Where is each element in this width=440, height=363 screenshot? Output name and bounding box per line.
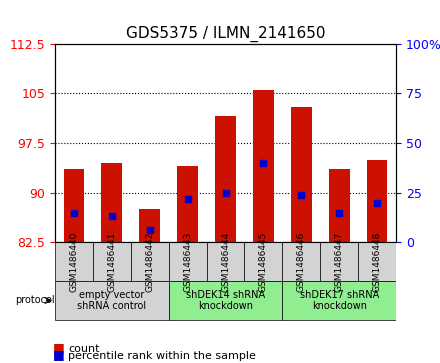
Bar (63, 170, 84, 242)
Text: GSM1486444: GSM1486444 (221, 232, 230, 292)
Text: ■: ■ (53, 348, 65, 361)
Bar (139, 209, 160, 242)
Text: GSM1486445: GSM1486445 (259, 232, 268, 292)
Text: GSM1486446: GSM1486446 (297, 232, 306, 292)
Bar (253, 90, 274, 242)
Bar (177, 166, 198, 242)
FancyBboxPatch shape (169, 281, 282, 320)
Title: GDS5375 / ILMN_2141650: GDS5375 / ILMN_2141650 (126, 26, 325, 42)
Bar (101, 163, 122, 242)
Text: GSM1486448: GSM1486448 (373, 232, 381, 292)
Bar (367, 159, 388, 242)
Text: GSM1486447: GSM1486447 (335, 232, 344, 292)
FancyBboxPatch shape (245, 242, 282, 281)
Text: GSM1486443: GSM1486443 (183, 232, 192, 292)
Text: GSM1486440: GSM1486440 (70, 232, 78, 292)
FancyBboxPatch shape (358, 242, 396, 281)
FancyBboxPatch shape (131, 242, 169, 281)
Text: count: count (68, 344, 100, 354)
Bar (329, 170, 350, 242)
Text: ■: ■ (53, 341, 65, 354)
FancyBboxPatch shape (282, 242, 320, 281)
FancyBboxPatch shape (282, 281, 396, 320)
Text: GSM1486442: GSM1486442 (145, 232, 154, 292)
Text: percentile rank within the sample: percentile rank within the sample (68, 351, 256, 361)
FancyBboxPatch shape (55, 281, 169, 320)
Bar (291, 106, 312, 242)
FancyBboxPatch shape (93, 242, 131, 281)
Text: shDEK14 shRNA
knockdown: shDEK14 shRNA knockdown (186, 290, 265, 311)
Text: protocol: protocol (15, 295, 55, 305)
FancyBboxPatch shape (320, 242, 358, 281)
Bar (215, 117, 236, 242)
FancyBboxPatch shape (169, 242, 206, 281)
Text: shDEK17 shRNA
knockdown: shDEK17 shRNA knockdown (300, 290, 379, 311)
Text: empty vector
shRNA control: empty vector shRNA control (77, 290, 147, 311)
Text: GSM1486441: GSM1486441 (107, 232, 116, 292)
FancyBboxPatch shape (55, 242, 93, 281)
FancyBboxPatch shape (206, 242, 245, 281)
